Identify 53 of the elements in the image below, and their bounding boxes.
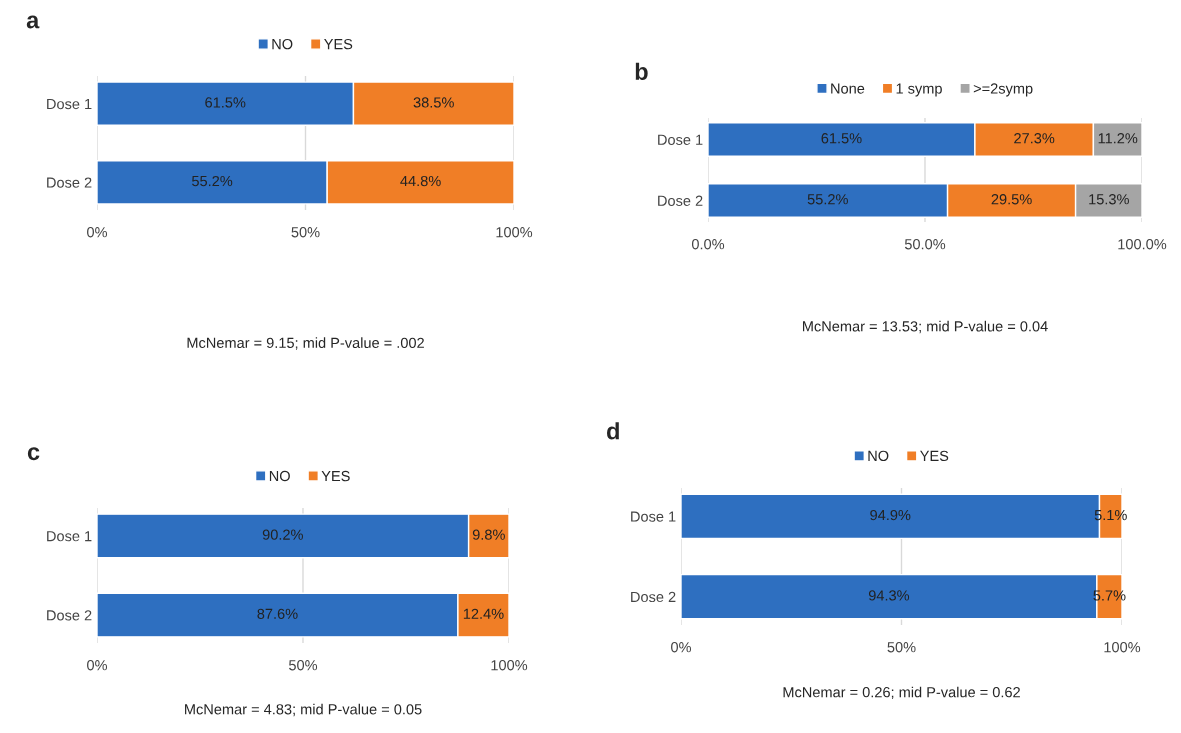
x-tick-label: 0.0% (691, 239, 725, 250)
data-label: 11.2% (1098, 133, 1138, 144)
x-tick-label: 100% (491, 660, 528, 671)
data-label: 12.4% (463, 608, 504, 619)
x-tick-label: 50% (887, 642, 916, 653)
data-label: 55.2% (807, 194, 848, 205)
x-tick-label: 0% (87, 227, 108, 238)
text: McNemar = 0.26; mid P-value = 0.62 (783, 686, 1020, 700)
text: McNemar = 4.83; mid P-value = 0.05 (185, 703, 422, 717)
legend-label: 1 symp (896, 83, 942, 97)
legend-label: None (831, 83, 865, 94)
x-tick-label: 0% (87, 660, 108, 671)
text: McNemar = 9.15; mid P-value = .002 (187, 337, 424, 350)
chart-title: c (27, 447, 40, 461)
chart-title: d (607, 422, 619, 440)
data-label: 27.3% (1014, 133, 1055, 144)
x-tick-label: 50.0% (904, 239, 946, 250)
text: McNemar = 13.53; mid P-value = 0.04 (803, 320, 1048, 334)
data-label: 94.3% (868, 590, 910, 601)
x-tick-label: 100% (496, 227, 533, 238)
legend-label: >=2symp (973, 83, 1033, 97)
x-tick-label: 100% (1104, 642, 1141, 653)
legend-label: YES (920, 450, 949, 462)
data-label: 15.3% (1089, 194, 1129, 205)
data-label: 90.2% (262, 529, 303, 540)
data-label: 9.8% (472, 529, 505, 540)
x-tick-label: 50% (288, 660, 318, 671)
data-label: 87.6% (257, 608, 298, 619)
data-label: 38.5% (413, 97, 454, 108)
y-tick-label: Dose 1 (47, 98, 92, 110)
legend-label: NO (272, 38, 293, 50)
legend-label: YES (324, 38, 353, 50)
y-tick-label: Dose 2 (47, 177, 92, 188)
data-label: 29.5% (991, 194, 1032, 205)
legend-label: YES (321, 470, 350, 482)
x-tick-label: 0% (671, 642, 692, 653)
y-tick-label: Dose 1 (631, 511, 676, 522)
data-label: 44.8% (400, 175, 441, 187)
data-label: 61.5% (821, 133, 862, 144)
chart-title: b (635, 62, 648, 81)
legend-label: NO (269, 470, 290, 482)
data-label: 61.5% (205, 97, 246, 108)
legend-label: NO (868, 450, 889, 462)
y-tick-label: Dose 2 (631, 591, 676, 603)
y-tick-label: Dose 1 (658, 134, 703, 145)
y-tick-label: Dose 2 (47, 610, 92, 621)
x-tick-label: 100.0% (1118, 239, 1167, 250)
x-tick-label: 50% (291, 227, 320, 238)
y-tick-label: Dose 1 (47, 531, 92, 542)
data-label: 94.9% (870, 509, 911, 521)
y-tick-label: Dose 2 (658, 195, 703, 206)
data-label: 55.2% (192, 175, 233, 187)
chart-title: a (26, 15, 40, 29)
